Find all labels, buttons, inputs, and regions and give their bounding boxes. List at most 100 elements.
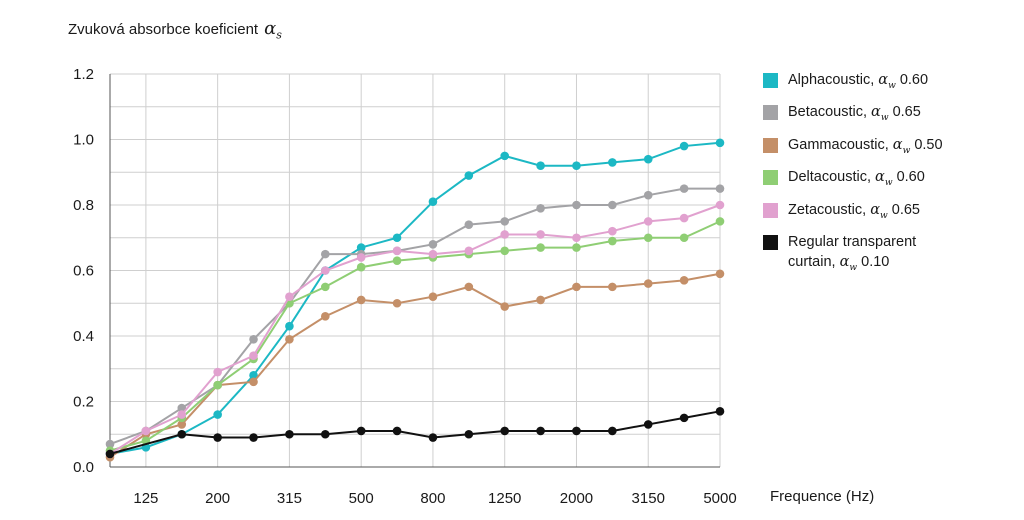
data-point [500, 151, 510, 161]
legend-item-deltacoustic: Deltacoustic, αw 0.60 [763, 167, 1003, 199]
data-point [249, 433, 258, 442]
legend-rating: 0.50 [914, 136, 943, 153]
data-point [536, 426, 545, 436]
data-point [285, 292, 294, 302]
data-point [249, 334, 258, 344]
series-line-3 [109, 272, 721, 459]
data-point [536, 243, 545, 252]
data-point [464, 171, 474, 180]
y-tick-label: 0.6 [73, 263, 94, 280]
data-point [715, 407, 725, 416]
data-point [285, 429, 294, 439]
data-point [643, 190, 653, 200]
legend-series-name: Gammacoustic, [788, 136, 889, 153]
data-point [500, 302, 510, 311]
x-tick-label: 3150 [632, 490, 665, 507]
data-point [428, 240, 438, 249]
alpha-w-symbol: αw [839, 253, 858, 273]
alpha-w-symbol: αw [892, 136, 911, 156]
data-point [679, 213, 689, 223]
data-point [320, 312, 330, 321]
alpha-w-symbol: αw [878, 72, 896, 91]
y-axis-label: Zvuková absorbce koeficient [68, 21, 259, 38]
legend-item-zetacoustic: Zetacoustic, αw 0.65 [763, 200, 1003, 232]
data-point [428, 433, 438, 442]
legend-rating: 0.65 [891, 201, 920, 218]
data-point [536, 203, 545, 213]
data-point [464, 220, 474, 229]
legend-item-alphacoustic: Alphacoustic, αw 0.60 [763, 70, 1003, 102]
data-point [608, 426, 617, 436]
x-tick-label: 500 [349, 490, 374, 507]
data-point [643, 217, 653, 226]
data-point [643, 420, 653, 429]
data-point [285, 334, 294, 344]
y-axis-title: Zvuková absorbce koeficient αs [68, 18, 282, 42]
legend-rating: 0.65 [892, 104, 921, 121]
data-point [356, 243, 366, 252]
data-point [608, 282, 617, 292]
data-point [572, 233, 581, 243]
data-point [249, 377, 258, 387]
x-tick-label: 1250 [488, 490, 521, 507]
x-tick-label: 2000 [560, 490, 593, 507]
data-point [679, 233, 689, 243]
series-line-1 [109, 141, 721, 455]
data-point [679, 141, 689, 151]
series-line-5 [109, 204, 721, 455]
data-point [285, 321, 294, 331]
data-point [536, 230, 545, 239]
y-tick-label: 0.4 [73, 328, 94, 345]
x-tick-label: 315 [277, 490, 302, 507]
data-point [105, 449, 115, 459]
data-point [679, 413, 689, 423]
data-point [536, 161, 545, 170]
data-point [320, 249, 330, 259]
data-point [643, 233, 653, 243]
y-tick-label: 0.8 [73, 197, 94, 214]
data-point [249, 351, 258, 360]
y-tick-label: 0.2 [73, 394, 94, 411]
legend-series-name: Alphacoustic, [788, 72, 875, 88]
data-point [572, 282, 581, 292]
legend-rating: 0.60 [899, 72, 929, 88]
data-point [356, 262, 366, 272]
data-point [141, 426, 151, 436]
data-point [392, 256, 402, 265]
legend: Alphacoustic, αw 0.60 Betacoustic, αw 0.… [763, 70, 1003, 280]
legend-series-name: Zetacoustic, [788, 201, 867, 218]
series-line-6 [109, 410, 721, 455]
data-point [392, 246, 402, 256]
legend-series-name: Deltacoustic, [788, 169, 872, 186]
alpha-w-symbol: αw [871, 104, 889, 124]
legend-swatch [763, 234, 778, 250]
data-point [428, 249, 438, 259]
data-point [464, 282, 474, 292]
data-point [428, 292, 438, 302]
data-point [213, 410, 222, 419]
data-point [320, 266, 330, 275]
data-point [320, 282, 330, 292]
legend-series-name: Regular transparent curtain, [788, 233, 917, 270]
legend-swatch [763, 137, 778, 153]
data-point [715, 200, 725, 210]
data-point [356, 253, 366, 262]
legend-item-betacoustic: Betacoustic, αw 0.65 [763, 102, 1003, 134]
data-point [105, 439, 115, 449]
legend-swatch [763, 202, 778, 218]
data-point [679, 276, 689, 285]
legend-swatch [763, 170, 778, 186]
data-point [572, 161, 581, 170]
data-point [392, 233, 402, 243]
x-tick-label: 200 [205, 490, 230, 507]
legend-rating: 0.60 [896, 169, 925, 186]
data-point [464, 246, 474, 256]
data-point [715, 184, 725, 193]
data-point [213, 433, 222, 442]
y-axis-symbol: αs [264, 18, 282, 42]
data-point [500, 230, 510, 239]
alpha-w-symbol: αw [870, 201, 888, 221]
data-point [177, 410, 187, 419]
data-point [320, 429, 330, 439]
